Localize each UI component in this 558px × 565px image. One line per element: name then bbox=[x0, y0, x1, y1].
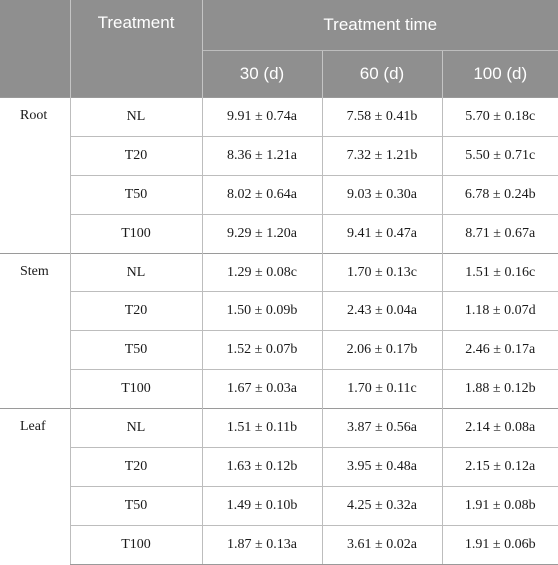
corner-header-cell bbox=[0, 0, 70, 98]
value-cell-60d: 3.87 ± 0.56a bbox=[321, 408, 442, 448]
value-cell-100d: 5.50 ± 0.71c bbox=[441, 135, 558, 176]
treatment-cell: T100 bbox=[69, 213, 202, 254]
treatment-cell: T20 bbox=[69, 135, 202, 176]
value-cell-100d: 2.14 ± 0.08a bbox=[441, 408, 558, 448]
value-cell-100d: 6.78 ± 0.24b bbox=[441, 174, 558, 215]
value-cell-30d: 1.67 ± 0.03a bbox=[201, 369, 322, 409]
value-cell-30d: 1.29 ± 0.08c bbox=[201, 252, 322, 292]
value-cell-60d: 7.58 ± 0.41b bbox=[321, 97, 442, 137]
table-row: T20 1.50 ± 0.09b 2.43 ± 0.04a 1.18 ± 0.0… bbox=[0, 291, 558, 331]
value-cell-100d: 1.88 ± 0.12b bbox=[441, 369, 558, 409]
treatment-cell: T20 bbox=[69, 447, 202, 487]
value-cell-30d: 1.87 ± 0.13a bbox=[201, 524, 322, 565]
value-cell-30d: 1.63 ± 0.12b bbox=[201, 447, 322, 487]
value-cell-30d: 9.91 ± 0.74a bbox=[201, 97, 322, 137]
treatment-cell: T50 bbox=[69, 485, 202, 526]
value-cell-30d: 9.29 ± 1.20a bbox=[201, 213, 322, 254]
value-cell-100d: 1.91 ± 0.08b bbox=[441, 485, 558, 526]
table-row: Root NL 9.91 ± 0.74a 7.58 ± 0.41b 5.70 ±… bbox=[0, 97, 558, 254]
value-cell-100d: 8.71 ± 0.67a bbox=[441, 213, 558, 254]
table-header: Treatment Treatment time 30 (d) 60 (d) 1… bbox=[0, 0, 558, 98]
table-row: T100 1.67 ± 0.03a 1.70 ± 0.11c 1.88 ± 0.… bbox=[0, 369, 558, 409]
time-header-60: 60 (d) bbox=[321, 50, 442, 98]
table-row: T20 8.36 ± 1.21a 7.32 ± 1.21b 5.50 ± 0.7… bbox=[0, 135, 558, 176]
time-header-30: 30 (d) bbox=[201, 50, 322, 98]
value-cell-30d: 8.02 ± 0.64a bbox=[201, 174, 322, 215]
value-cell-30d: 1.50 ± 0.09b bbox=[201, 291, 322, 331]
value-cell-60d: 9.03 ± 0.30a bbox=[321, 174, 442, 215]
group-label-stem: Stem bbox=[0, 252, 70, 409]
treatment-cell: NL bbox=[69, 408, 202, 448]
value-cell-60d: 1.70 ± 0.13c bbox=[321, 252, 442, 292]
value-cell-30d: 1.52 ± 0.07b bbox=[201, 330, 322, 370]
value-cell-60d: 2.06 ± 0.17b bbox=[321, 330, 442, 370]
table-row: T50 1.52 ± 0.07b 2.06 ± 0.17b 2.46 ± 0.1… bbox=[0, 330, 558, 370]
treatment-cell: NL bbox=[69, 97, 202, 137]
table-row: T20 1.63 ± 0.12b 3.95 ± 0.48a 2.15 ± 0.1… bbox=[0, 447, 558, 487]
value-cell-60d: 1.70 ± 0.11c bbox=[321, 369, 442, 409]
value-cell-100d: 2.46 ± 0.17a bbox=[441, 330, 558, 370]
value-cell-100d: 1.51 ± 0.16c bbox=[441, 252, 558, 292]
treatment-cell: T50 bbox=[69, 174, 202, 215]
treatment-cell: T50 bbox=[69, 330, 202, 370]
table-row: Leaf NL 1.51 ± 0.11b 3.87 ± 0.56a 2.14 ±… bbox=[0, 408, 558, 565]
treatment-header: Treatment bbox=[69, 0, 202, 98]
value-cell-60d: 3.61 ± 0.02a bbox=[321, 524, 442, 565]
value-cell-60d: 2.43 ± 0.04a bbox=[321, 291, 442, 331]
value-cell-30d: 1.51 ± 0.11b bbox=[201, 408, 322, 448]
time-header-100: 100 (d) bbox=[441, 50, 558, 98]
value-cell-60d: 4.25 ± 0.32a bbox=[321, 485, 442, 526]
treatment-cell: T100 bbox=[69, 524, 202, 565]
value-cell-100d: 5.70 ± 0.18c bbox=[441, 97, 558, 137]
table-row: Stem NL 1.29 ± 0.08c 1.70 ± 0.13c 1.51 ±… bbox=[0, 252, 558, 409]
value-cell-100d: 2.15 ± 0.12a bbox=[441, 447, 558, 487]
table-row: T50 1.49 ± 0.10b 4.25 ± 0.32a 1.91 ± 0.0… bbox=[0, 485, 558, 526]
value-cell-60d: 7.32 ± 1.21b bbox=[321, 135, 442, 176]
table-row: T100 9.29 ± 1.20a 9.41 ± 0.47a 8.71 ± 0.… bbox=[0, 213, 558, 254]
group-label-leaf: Leaf bbox=[0, 408, 70, 565]
value-cell-30d: 8.36 ± 1.21a bbox=[201, 135, 322, 176]
value-cell-30d: 1.49 ± 0.10b bbox=[201, 485, 322, 526]
value-cell-100d: 1.91 ± 0.06b bbox=[441, 524, 558, 565]
treatment-cell: NL bbox=[69, 252, 202, 292]
table-body: Root NL 9.91 ± 0.74a 7.58 ± 0.41b 5.70 ±… bbox=[0, 97, 558, 565]
group-label-root: Root bbox=[0, 97, 70, 254]
value-cell-60d: 9.41 ± 0.47a bbox=[321, 213, 442, 254]
treatment-cell: T100 bbox=[69, 369, 202, 409]
treatment-time-header: Treatment time bbox=[201, 0, 558, 51]
treatment-cell: T20 bbox=[69, 291, 202, 331]
value-cell-60d: 3.95 ± 0.48a bbox=[321, 447, 442, 487]
table-row: T50 8.02 ± 0.64a 9.03 ± 0.30a 6.78 ± 0.2… bbox=[0, 174, 558, 215]
table-row: T100 1.87 ± 0.13a 3.61 ± 0.02a 1.91 ± 0.… bbox=[0, 524, 558, 565]
value-cell-100d: 1.18 ± 0.07d bbox=[441, 291, 558, 331]
